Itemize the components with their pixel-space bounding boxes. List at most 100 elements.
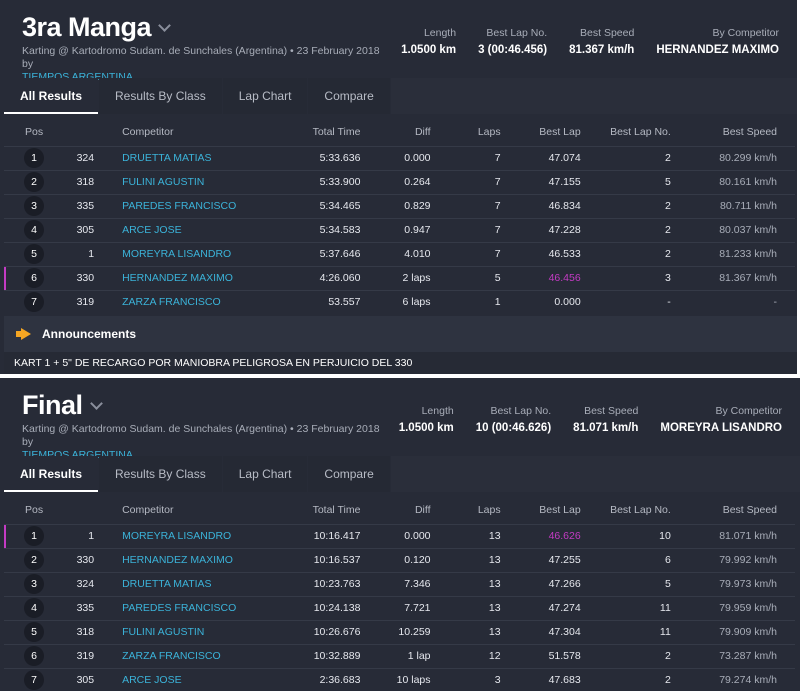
- table-row[interactable]: 5 318 FULINI AGUSTIN 10:26.676 10.259 13 47.30…: [4, 619, 795, 644]
- stat-value: HERNANDEZ MAXIMO: [656, 44, 779, 56]
- table-row[interactable]: 4 305 ARCE JOSE 5:34.583 0.947 7 47.228 2 80.037…: [4, 217, 795, 242]
- total-time: 10:16.537: [294, 547, 375, 572]
- chevron-down-icon[interactable]: [158, 19, 171, 32]
- competitor-name[interactable]: FULINI AGUSTIN: [94, 169, 295, 194]
- stat-by-competitor: By Competitor HERNANDEZ MAXIMO: [656, 27, 779, 56]
- best-lap-no: 11: [594, 619, 685, 644]
- results-body: 1 1 MOREYRA LISANDRO 10:16.417 0.000 13 46.626…: [4, 523, 795, 691]
- table-row[interactable]: 6 330 HERNANDEZ MAXIMO 4:26.060 2 laps 5 46.45…: [4, 265, 795, 290]
- col-header-competitor[interactable]: Competitor: [122, 125, 174, 138]
- competitor-name[interactable]: FULINI AGUSTIN: [94, 619, 295, 644]
- col-header-total-time[interactable]: Total Time: [312, 125, 361, 138]
- event-info: Karting @ Kartodromo Sudam. de Sunchales…: [22, 45, 380, 70]
- col-header-laps[interactable]: Laps: [477, 125, 501, 138]
- stat-value: 10 (00:46.626): [475, 422, 552, 434]
- table-row[interactable]: 7 305 ARCE JOSE 2:36.683 10 laps 3 47.683 2 79.2…: [4, 667, 795, 691]
- tab-all-results[interactable]: All Results: [4, 78, 99, 114]
- col-header-best-lap-no[interactable]: Best Lap No.: [610, 125, 671, 138]
- best-speed: 79.274 km/h: [684, 667, 795, 691]
- kart-number: 318: [64, 169, 95, 194]
- competitor-name[interactable]: PAREDES FRANCISCO: [94, 595, 295, 620]
- table-row[interactable]: 4 335 PAREDES FRANCISCO 10:24.138 7.721 13 47.…: [4, 595, 795, 620]
- best-lap: 0.000: [514, 289, 595, 314]
- competitor-name[interactable]: DRUETTA MATIAS: [94, 145, 295, 170]
- tab-compare[interactable]: Compare: [308, 456, 390, 492]
- competitor-name[interactable]: ZARZA FRANCISCO: [94, 289, 295, 314]
- tab-results-by-class[interactable]: Results By Class: [99, 456, 222, 492]
- kart-number: 1: [64, 523, 95, 548]
- position-badge: 7: [24, 670, 45, 691]
- diff: 0.829: [374, 193, 445, 218]
- total-time: 5:37.646: [294, 241, 375, 266]
- tab-lap-chart[interactable]: Lap Chart: [222, 78, 308, 114]
- session-title-dropdown[interactable]: 3ra Manga: [22, 12, 171, 43]
- event-info: Karting @ Kartodromo Sudam. de Sunchales…: [22, 423, 380, 448]
- col-header-pos[interactable]: Pos: [24, 503, 44, 516]
- best-lap: 46.456: [514, 265, 595, 290]
- pos-cell: 7: [4, 289, 65, 314]
- col-header-total-time[interactable]: Total Time: [312, 503, 361, 516]
- tab-results-by-class[interactable]: Results By Class: [99, 78, 222, 114]
- best-lap-no: 10: [594, 523, 685, 548]
- col-header-pos[interactable]: Pos: [24, 125, 44, 138]
- table-row[interactable]: 1 324 DRUETTA MATIAS 5:33.636 0.000 7 47.074 2 8…: [4, 145, 795, 170]
- col-header-diff[interactable]: Diff: [414, 503, 431, 516]
- pos-cell: 6: [4, 643, 65, 668]
- announcements-header: Announcements: [4, 316, 797, 352]
- position-badge: 5: [24, 244, 45, 264]
- diff: 1 lap: [374, 643, 445, 668]
- kart-number: 330: [64, 547, 95, 572]
- table-row[interactable]: 6 319 ZARZA FRANCISCO 10:32.889 1 lap 12 51.57…: [4, 643, 795, 668]
- diff: 7.721: [374, 595, 445, 620]
- stat-label: By Competitor: [712, 27, 779, 39]
- best-speed: 81.367 km/h: [684, 265, 795, 290]
- session-title-dropdown[interactable]: Final: [22, 390, 103, 421]
- tab-compare[interactable]: Compare: [308, 78, 390, 114]
- best-lap-no: 5: [594, 169, 685, 194]
- session-title: Final: [22, 390, 83, 420]
- best-lap-no: 2: [594, 193, 685, 218]
- col-header-best-lap-no[interactable]: Best Lap No.: [610, 503, 671, 516]
- competitor-name[interactable]: ARCE JOSE: [94, 217, 295, 242]
- chevron-down-icon[interactable]: [89, 397, 103, 410]
- best-lap: 47.304: [514, 619, 595, 644]
- table-row[interactable]: 2 318 FULINI AGUSTIN 5:33.900 0.264 7 47.155 5 8…: [4, 169, 795, 194]
- position-badge: 4: [24, 220, 45, 240]
- tab-all-results[interactable]: All Results: [4, 456, 99, 492]
- stat-best-speed: Best Speed 81.367 km/h: [569, 27, 634, 56]
- col-header-diff[interactable]: Diff: [414, 125, 431, 138]
- position-badge: 1: [24, 526, 45, 546]
- competitor-name[interactable]: DRUETTA MATIAS: [94, 571, 295, 596]
- col-header-best-speed[interactable]: Best Speed: [722, 503, 777, 516]
- col-header-best-speed[interactable]: Best Speed: [722, 125, 777, 138]
- pos-cell: 2: [4, 169, 65, 194]
- laps: 3: [444, 667, 515, 691]
- table-row[interactable]: 5 1 MOREYRA LISANDRO 5:37.646 4.010 7 46.533 2 8…: [4, 241, 795, 266]
- position-badge: 3: [24, 574, 45, 594]
- best-lap: 47.228: [514, 217, 595, 242]
- best-lap-no: 2: [594, 145, 685, 170]
- pos-cell: 5: [4, 241, 65, 266]
- competitor-name[interactable]: PAREDES FRANCISCO: [94, 193, 295, 218]
- tab-lap-chart[interactable]: Lap Chart: [222, 456, 308, 492]
- position-badge: 3: [24, 196, 45, 216]
- competitor-name[interactable]: HERNANDEZ MAXIMO: [94, 265, 295, 290]
- table-row[interactable]: 2 330 HERNANDEZ MAXIMO 10:16.537 0.120 13 47.2…: [4, 547, 795, 572]
- competitor-name[interactable]: ARCE JOSE: [94, 667, 295, 691]
- laps: 7: [444, 145, 515, 170]
- col-header-best-lap[interactable]: Best Lap: [539, 503, 581, 516]
- col-header-best-lap[interactable]: Best Lap: [539, 125, 581, 138]
- col-header-laps[interactable]: Laps: [477, 503, 501, 516]
- best-speed: 80.161 km/h: [684, 169, 795, 194]
- table-row[interactable]: 3 335 PAREDES FRANCISCO 5:34.465 0.829 7 46.83…: [4, 193, 795, 218]
- competitor-name[interactable]: HERNANDEZ MAXIMO: [94, 547, 295, 572]
- best-speed: 79.992 km/h: [684, 547, 795, 572]
- competitor-name[interactable]: MOREYRA LISANDRO: [94, 241, 295, 266]
- table-row[interactable]: 7 319 ZARZA FRANCISCO 53.557 6 laps 1 0.000- -: [4, 289, 795, 314]
- competitor-name[interactable]: MOREYRA LISANDRO: [94, 523, 295, 548]
- pos-cell: 1: [4, 523, 65, 548]
- table-row[interactable]: 1 1 MOREYRA LISANDRO 10:16.417 0.000 13 46.626…: [4, 523, 795, 548]
- col-header-competitor[interactable]: Competitor: [122, 503, 174, 516]
- competitor-name[interactable]: ZARZA FRANCISCO: [94, 643, 295, 668]
- table-row[interactable]: 3 324 DRUETTA MATIAS 10:23.763 7.346 13 47.266…: [4, 571, 795, 596]
